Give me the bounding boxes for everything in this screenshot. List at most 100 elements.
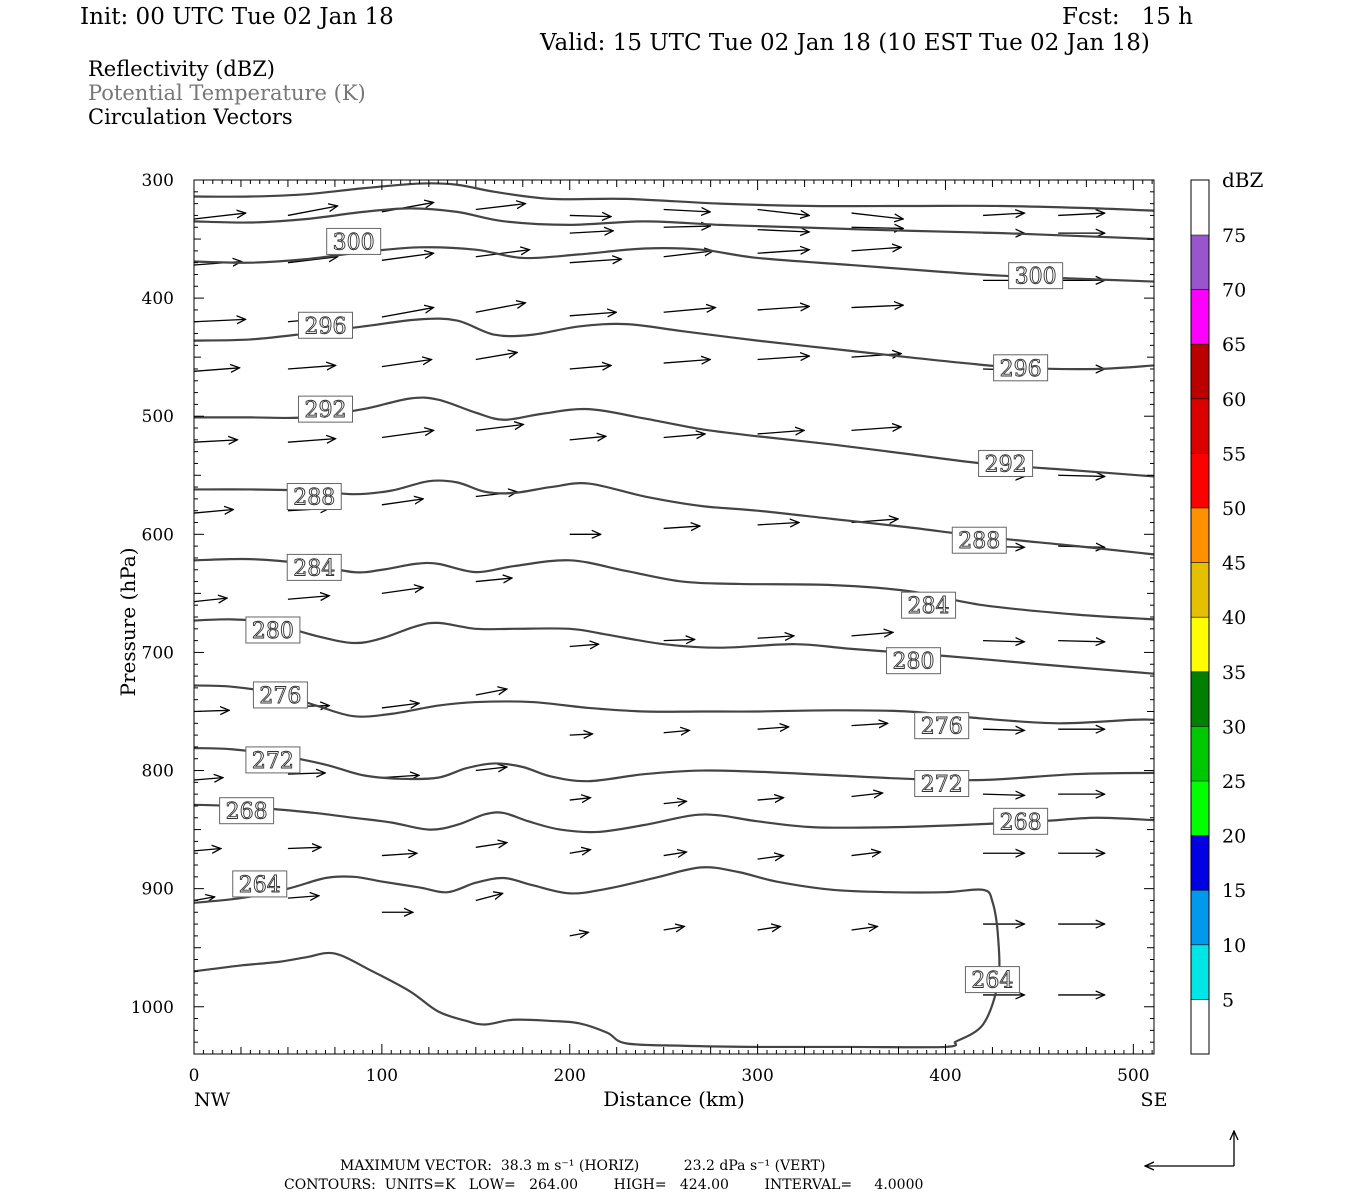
circulation-vector (193, 319, 246, 321)
contour-label-box (298, 311, 354, 339)
colorbar-bin (1191, 398, 1209, 454)
contour-label-box (1008, 262, 1064, 290)
colorbar-bin (1191, 562, 1209, 618)
circulation-vector (287, 365, 336, 369)
contour-label-box (298, 395, 354, 423)
theta-contour-280 (193, 618, 1155, 675)
circulation-vector (475, 578, 512, 582)
x-tick-label: 100 (366, 1066, 398, 1086)
circulation-vector (851, 852, 881, 856)
theta-contour-300 (193, 182, 1155, 212)
circulation-vector (381, 499, 423, 506)
circulation-vector (381, 202, 434, 213)
colorbar-bin (1191, 344, 1209, 399)
circulation-vector (569, 259, 622, 263)
circulation-vector (569, 215, 611, 216)
circulation-vector (663, 730, 690, 732)
circulation-vector (851, 723, 888, 725)
circulation-vector (475, 424, 524, 432)
circulation-vector (757, 856, 784, 860)
circulation-vector (983, 213, 1024, 215)
theta-contour-276 (193, 684, 1155, 725)
circulation-vector (851, 305, 904, 307)
circulation-vector (757, 230, 810, 232)
colorbar-tick-label: 40 (1222, 607, 1246, 629)
circulation-vector (851, 247, 902, 251)
colorbar-bin (1191, 453, 1209, 508)
circulation-vector (983, 794, 1024, 795)
contour-label: 288 (293, 486, 335, 511)
contour-labels: 300 300 296 296 292 292 288 288 284 284 280 280 276 2… (219, 227, 1064, 994)
circulation-vector (663, 251, 714, 258)
circulation-vector (569, 798, 591, 800)
colorbar-bin (1191, 726, 1209, 781)
circulation-vector (663, 210, 710, 212)
contour-label: 268 (1000, 810, 1042, 835)
field-potential-temperature: Potential Temperature (K) (88, 81, 366, 105)
colorbar-tick-label: 55 (1222, 443, 1246, 465)
circulation-vector (475, 689, 507, 696)
x-tick-label: 300 (741, 1066, 773, 1086)
colorbar-tick-label: 20 (1222, 826, 1246, 848)
circulation-vector (475, 250, 530, 258)
circulation-vector (851, 926, 878, 930)
colorbar-bin (1191, 835, 1209, 891)
colorbar-tick-label: 70 (1222, 280, 1246, 302)
contour-label-box (245, 746, 301, 774)
contour-label: 296 (305, 314, 347, 339)
colorbar-tick-label: 30 (1222, 716, 1246, 738)
contour-label: 280 (252, 619, 294, 644)
circulation-vector (851, 227, 904, 228)
contour-label-box (901, 591, 957, 619)
y-tick-label: 900 (142, 880, 174, 900)
contour-label-box (326, 227, 382, 255)
circulation-vector (287, 206, 338, 217)
contour-label-box (286, 553, 342, 581)
dbz-colorbar: dBZ 5 10 15 20 25 30 35 40 45 50 55 60 65 70 75 (1190, 168, 1264, 1055)
circulation-vector (757, 727, 789, 729)
circulation-vector (381, 253, 434, 261)
x-tick-label: 200 (554, 1066, 586, 1086)
x-end-label-left: NW (194, 1089, 231, 1111)
theta-contour-268 (193, 803, 1155, 834)
contour-label-box (993, 354, 1049, 382)
circulation-vector (757, 306, 810, 310)
circulation-vector (757, 430, 804, 434)
contour-label: 272 (252, 749, 294, 774)
circulation-vector (757, 250, 810, 254)
contour-info-note: CONTOURS: UNITS=K LOW= 264.00 HIGH= 424.… (284, 1177, 924, 1193)
circulation-vector (983, 729, 1024, 730)
contour-label-box (951, 526, 1007, 554)
theta-contour-288 (193, 479, 1155, 556)
colorbar-bin (1191, 890, 1209, 945)
circulation-vector (287, 439, 336, 443)
contour-label: 284 (908, 594, 950, 619)
x-tick-label: 500 (1117, 1066, 1149, 1086)
circulation-vector (381, 703, 419, 708)
contour-label: 292 (305, 398, 347, 423)
contour-label: 276 (921, 715, 963, 740)
contour-label-box (914, 712, 970, 740)
contour-label-box (245, 616, 301, 644)
theta-contour-264 (193, 951, 958, 1049)
colorbar-bin (1191, 289, 1209, 345)
colorbar-bin (1191, 235, 1209, 290)
y-tick-label: 400 (142, 289, 174, 309)
contour-label-box (993, 807, 1049, 835)
circulation-vector (663, 639, 695, 640)
circulation-vector (287, 257, 338, 264)
circulation-vector (569, 644, 599, 646)
colorbar-unit: dBZ (1222, 168, 1264, 192)
circulation-vector (757, 926, 781, 930)
colorbar-tick-label: 25 (1222, 771, 1246, 793)
circulation-vector (851, 632, 893, 636)
colorbar-tick-label: 65 (1222, 334, 1246, 356)
y-tick-label: 600 (142, 525, 174, 545)
reference-vector (1145, 1131, 1234, 1166)
contour-label-box (286, 483, 342, 511)
circulation-vector (663, 360, 710, 364)
y-tick-label: 1000 (131, 998, 174, 1018)
circulation-vector (287, 596, 329, 600)
x-end-label-right: SE (1141, 1089, 1168, 1111)
colorbar-tick-label: 35 (1222, 662, 1246, 684)
